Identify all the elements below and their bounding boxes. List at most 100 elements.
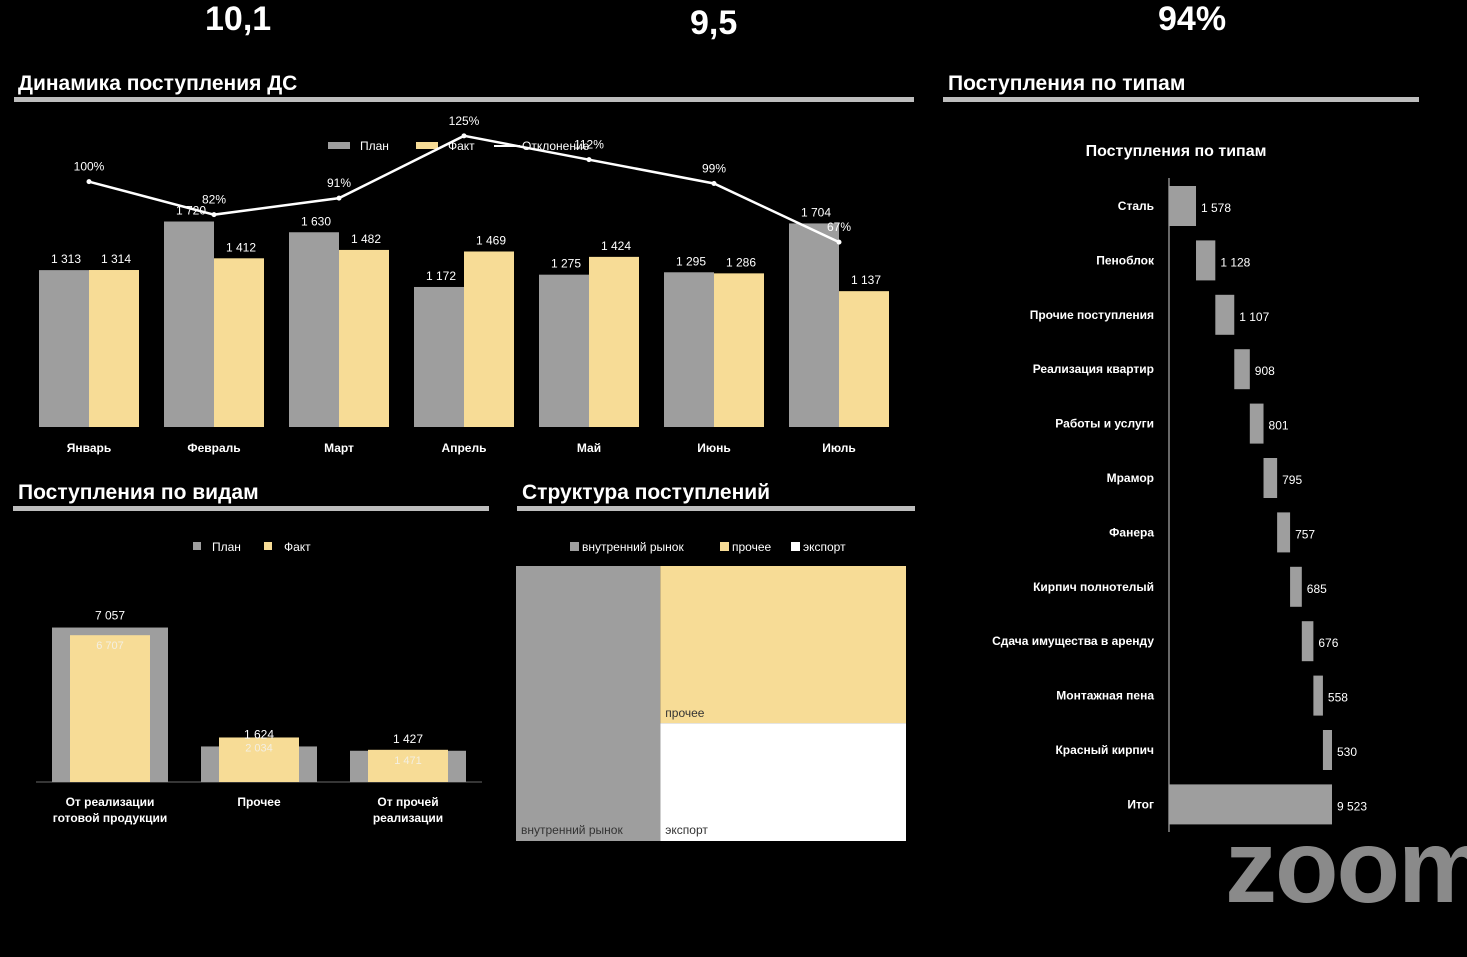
data-label: 801	[1269, 419, 1289, 433]
bar-type	[1234, 349, 1250, 390]
bar-fact	[219, 737, 299, 782]
deviation-point	[336, 195, 342, 201]
bar-plan	[539, 274, 589, 427]
legend-label: внутренний рынок	[582, 540, 684, 554]
deviation-label: 112%	[574, 138, 604, 152]
bar-fact	[214, 258, 264, 427]
bar-type	[1169, 186, 1197, 226]
kpi-value-1: 10,1	[205, 0, 272, 38]
section-rule-types	[943, 97, 1419, 102]
category-label: Итог	[1127, 797, 1154, 811]
bar-type	[1301, 621, 1314, 662]
treemap-cell	[660, 566, 906, 724]
deviation-point	[586, 157, 592, 163]
data-label: 757	[1295, 527, 1315, 541]
section-rule-structure	[517, 506, 915, 511]
category-label: Апрель	[442, 441, 487, 455]
bar-fact	[70, 635, 150, 782]
data-label: 908	[1255, 364, 1275, 378]
chart-title-types: Поступления по типам	[1086, 143, 1267, 160]
treemap-label: экспорт	[665, 823, 708, 837]
section-rule-dynamics	[14, 97, 914, 102]
data-label-plan: 1 172	[426, 269, 456, 283]
deviation-label: 125%	[449, 114, 480, 128]
bar-type	[1249, 403, 1264, 444]
legend-label-plan: План	[360, 139, 389, 153]
bar-type	[1263, 458, 1278, 498]
bar-fact	[839, 291, 889, 427]
data-label: 1 107	[1239, 310, 1269, 324]
legend-swatch-plan	[328, 142, 350, 149]
deviation-point	[211, 212, 217, 218]
bar-type	[1196, 240, 1216, 281]
category-label: Кирпич полнотелый	[1033, 580, 1154, 594]
bar-fact	[589, 256, 639, 427]
bar-fact	[89, 270, 139, 427]
legend-label: прочее	[732, 540, 772, 554]
data-label-fact: 1 469	[476, 233, 506, 247]
data-label-plan: 1 275	[551, 257, 581, 271]
deviation-point	[836, 239, 842, 245]
bar-fact	[714, 273, 764, 427]
category-label: Март	[324, 441, 354, 455]
data-label: 795	[1282, 473, 1302, 487]
section-title-structure: Структура поступлений	[522, 481, 771, 504]
category-label: Пенoблок	[1096, 253, 1155, 267]
category-label: Июнь	[697, 441, 731, 455]
data-label: 1 128	[1220, 255, 1250, 269]
data-label-plan: 1 313	[51, 252, 81, 266]
data-label-fact: 1 286	[726, 255, 756, 269]
data-label-fact: 2 034	[245, 742, 273, 754]
legend-swatch	[720, 542, 729, 551]
category-label: От реализации	[66, 795, 155, 809]
bar-plan	[789, 223, 839, 427]
bar-type	[1313, 675, 1323, 716]
deviation-label: 67%	[827, 220, 851, 234]
deviation-label: 99%	[702, 162, 726, 176]
legend-label-fact: Факт	[448, 139, 475, 153]
data-label-fact: 6 707	[96, 640, 124, 652]
category-label: Сталь	[1118, 199, 1154, 213]
section-title-kinds: Поступления по видам	[18, 481, 259, 504]
data-label-fact: 1 314	[101, 252, 131, 266]
data-label-fact: 1 424	[601, 239, 631, 253]
data-label: 9 523	[1337, 799, 1367, 813]
deviation-label: 82%	[202, 193, 226, 207]
bar-type	[1215, 294, 1235, 335]
bar-plan	[414, 286, 464, 427]
category-label: Монтажная пена	[1056, 689, 1154, 703]
category-label: Прочие поступления	[1030, 308, 1154, 322]
bar-type	[1290, 566, 1302, 607]
bar-type	[1322, 730, 1332, 770]
bar-fact	[368, 749, 448, 782]
treemap-cell	[660, 723, 906, 841]
category-label: Реализация квартир	[1033, 362, 1154, 376]
data-label: 1 578	[1201, 201, 1231, 215]
category-label: Красный кирпич	[1055, 743, 1154, 757]
data-label-fact: 1 137	[851, 273, 881, 287]
legend-swatch-fact	[416, 142, 438, 149]
category-label: реализации	[373, 811, 443, 825]
treemap-label: прочее	[665, 706, 705, 720]
category-label: Мрамор	[1107, 471, 1154, 485]
bar-fact	[339, 249, 389, 427]
zoom-watermark: zoom	[1225, 809, 1467, 925]
legend-label-plan: План	[212, 540, 241, 554]
deviation-label: 91%	[327, 176, 351, 190]
data-label-plan: 1 624	[244, 727, 274, 741]
bar-plan	[289, 232, 339, 427]
data-label-fact: 1 471	[394, 755, 422, 767]
section-rule-kinds	[13, 506, 489, 511]
data-label-plan: 1 630	[301, 214, 331, 228]
legend-swatch	[570, 542, 579, 551]
legend-swatch-fact	[264, 542, 272, 550]
legend-swatch	[791, 542, 800, 551]
data-label: 530	[1337, 745, 1357, 759]
bar-type	[1277, 512, 1291, 553]
category-label: Май	[577, 441, 601, 455]
deviation-label: 100%	[74, 160, 105, 174]
deviation-point	[86, 179, 92, 185]
bar-plan	[164, 221, 214, 427]
section-title-dynamics: Динамика поступления ДС	[18, 72, 298, 95]
